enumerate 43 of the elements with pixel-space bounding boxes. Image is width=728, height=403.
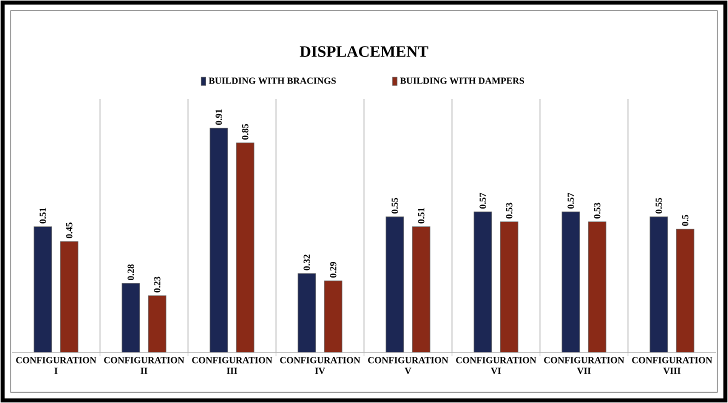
data-label: 0.85: [242, 124, 248, 140]
legend-label: BUILDING WITH BRACINGS: [208, 78, 336, 84]
x-tick-label: CONFIGURATION V: [368, 357, 448, 374]
data-label: 0.29: [330, 262, 336, 278]
data-label: 0.45: [66, 222, 72, 238]
data-label: 0.91: [216, 109, 222, 125]
bar: [676, 228, 694, 352]
data-label: 0.55: [392, 198, 398, 214]
data-label: 0.57: [568, 192, 574, 209]
bar: [650, 216, 668, 352]
bar: [34, 226, 52, 352]
bar: [298, 273, 316, 352]
x-tick-label: CONFIGURATION I: [16, 357, 96, 374]
bar: [500, 221, 518, 352]
bar: [122, 283, 140, 352]
legend-label: BUILDING WITH DAMPERS: [400, 78, 524, 84]
x-tick-label: CONFIGURATION VII: [544, 357, 624, 374]
data-label: 0.23: [154, 276, 160, 292]
x-tick-label: CONFIGURATION IV: [280, 357, 360, 374]
chart-title: DISPLACEMENT: [300, 46, 428, 57]
x-tick-label: CONFIGURATION VI: [456, 357, 536, 374]
bar: [474, 212, 492, 352]
bar: [562, 212, 580, 352]
data-label: 0.5: [682, 214, 688, 226]
bar: [236, 142, 254, 352]
bar: [324, 280, 342, 352]
x-tick-label: CONFIGURATION VIII: [632, 357, 712, 374]
data-label: 0.28: [128, 264, 134, 280]
data-label: 0.53: [594, 202, 600, 218]
data-label: 0.51: [40, 208, 46, 224]
data-label: 0.32: [304, 254, 310, 270]
bar: [148, 295, 166, 352]
bar: [210, 128, 228, 352]
bar: [412, 226, 430, 352]
bar: [386, 216, 404, 352]
bar: [588, 221, 606, 352]
x-tick-label: CONFIGURATION III: [192, 357, 272, 374]
data-label: 0.51: [418, 208, 424, 224]
data-label: 0.55: [656, 198, 662, 214]
data-label: 0.53: [506, 202, 512, 218]
bar: [60, 241, 78, 352]
x-tick-label: CONFIGURATION II: [104, 357, 184, 374]
data-label: 0.57: [480, 192, 486, 209]
